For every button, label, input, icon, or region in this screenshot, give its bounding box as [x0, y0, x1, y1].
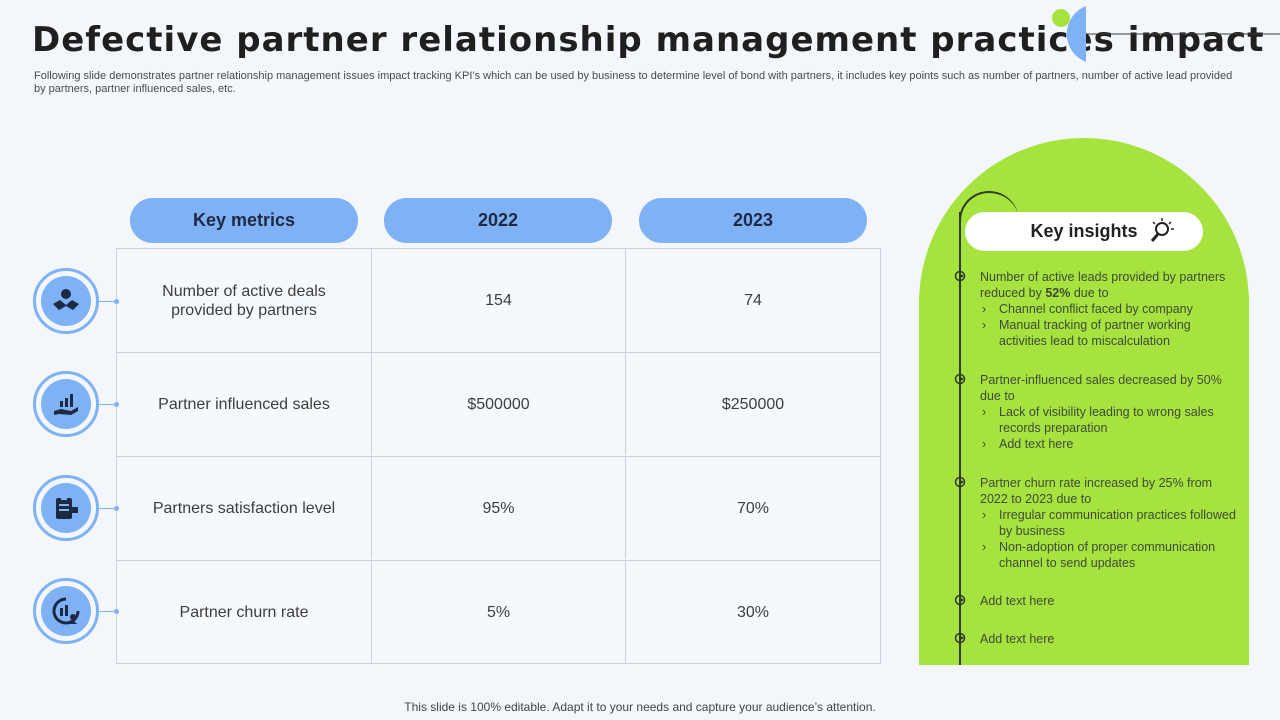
- title-decoration: [1052, 6, 1280, 62]
- table-row: Partner influenced sales $500000 $250000: [117, 352, 880, 455]
- value-2023-cell: 30%: [736, 603, 770, 621]
- value-2023-cell: $250000: [721, 395, 785, 413]
- header-key-metrics: Key metrics: [130, 198, 358, 243]
- churn-chart-icon: [33, 578, 99, 644]
- sales-growth-icon: [33, 371, 99, 437]
- row-connector: [99, 609, 119, 614]
- bulb-search-icon: [1150, 218, 1174, 242]
- metric-cell: Number of active deals provided by partn…: [117, 249, 372, 352]
- insight-item: Add text here: [980, 632, 1055, 646]
- key-insights-title: Key insights: [1030, 221, 1138, 241]
- clipboard-satisfaction-icon: [33, 475, 99, 541]
- value-2022-cell: 5%: [372, 561, 626, 663]
- panel-timeline: [959, 212, 961, 665]
- table-row: Number of active deals provided by partn…: [117, 249, 880, 352]
- value-2023-cell: 70%: [736, 499, 770, 517]
- bullet-node-icon: [954, 476, 966, 488]
- row-connector: [99, 506, 119, 511]
- bullet-node-icon: [954, 270, 966, 282]
- value-2023-cell: 74: [744, 292, 762, 309]
- page-subtitle: Following slide demonstrates partner rel…: [34, 70, 1233, 95]
- value-2022-cell: 154: [372, 249, 626, 352]
- metric-cell: Partner churn rate: [117, 561, 372, 663]
- row-connector: [99, 402, 119, 407]
- metric-cell: Partner influenced sales: [117, 353, 372, 455]
- value-2022-cell: $500000: [372, 353, 626, 455]
- footer-note: This slide is 100% editable. Adapt it to…: [404, 700, 876, 714]
- insight-item: Number of active leads provided by partn…: [980, 270, 1226, 348]
- page-title: Defective partner relationship managemen…: [32, 20, 1265, 60]
- row-connector: [99, 299, 119, 304]
- bullet-node-icon: [954, 594, 966, 606]
- insight-item: Partner churn rate increased by 25% from…: [980, 476, 1236, 570]
- table-row: Partner churn rate 5% 30%: [117, 560, 880, 663]
- value-2022-cell: 95%: [372, 457, 626, 559]
- header-2022: 2022: [384, 198, 612, 243]
- metric-cell: Partners satisfaction level: [117, 457, 372, 559]
- table-row: Partners satisfaction level 95% 70%: [117, 456, 880, 559]
- key-insights-header: Key insights: [965, 212, 1203, 251]
- panel-arc: [959, 191, 1019, 231]
- handshake-icon: [33, 268, 99, 334]
- insight-item: Add text here: [980, 594, 1055, 608]
- header-2023: 2023: [639, 198, 867, 243]
- insight-item: Partner-influenced sales decreased by 50…: [980, 373, 1222, 451]
- bullet-node-icon: [954, 373, 966, 385]
- bullet-node-icon: [954, 632, 966, 644]
- metrics-table: Number of active deals provided by partn…: [116, 248, 881, 664]
